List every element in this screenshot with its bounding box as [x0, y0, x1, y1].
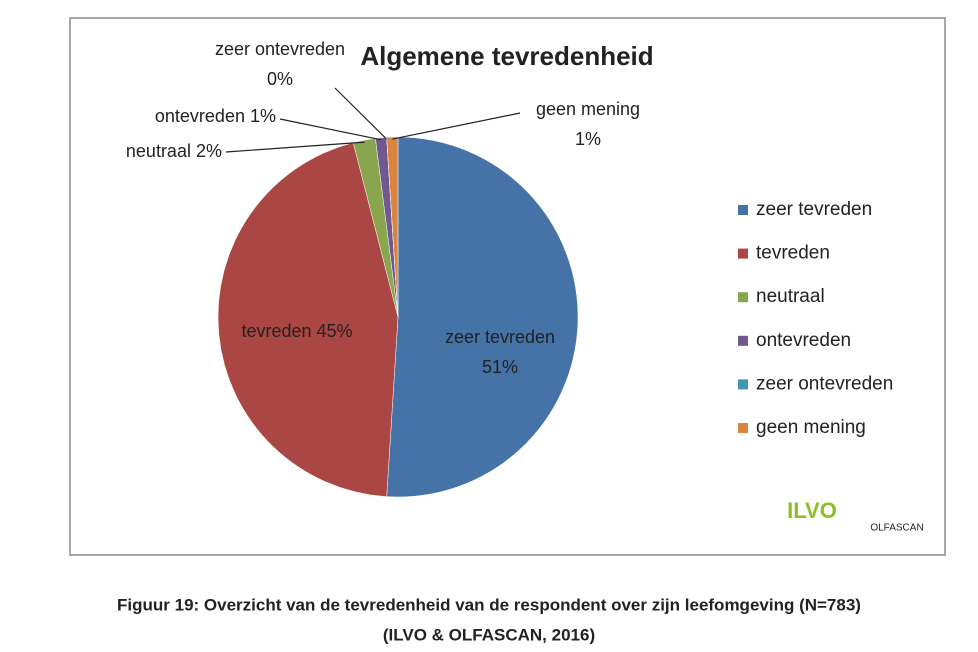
caption: Figuur 19: Overzicht van de tevredenheid… — [117, 595, 861, 614]
legend-label: zeer ontevreden — [756, 373, 893, 394]
leader-line — [279, 118, 382, 141]
data-label: geen mening — [536, 99, 640, 119]
data-label-category: tevreden — [241, 321, 311, 341]
pie-slice — [386, 136, 579, 498]
legend-label: geen mening — [756, 417, 866, 438]
pie-slice — [386, 136, 399, 318]
data-label: 1% — [575, 129, 601, 149]
data-label: ontevreden 1% — [155, 106, 276, 126]
legend-swatch — [738, 379, 748, 390]
legend-label: tevreden — [756, 243, 830, 264]
legend-label: zeer tevreden — [756, 199, 872, 220]
logo: OLFASCAN — [870, 523, 923, 534]
leader-line — [392, 112, 521, 140]
data-label: zeer tevreden — [445, 327, 555, 347]
data-label: tevreden 45% — [241, 321, 352, 341]
pie-slice — [217, 142, 399, 497]
caption: (ILVO & OLFASCAN, 2016) — [383, 625, 595, 644]
legend-label: neutraal — [756, 286, 825, 307]
legend-label: ontevreden — [756, 330, 851, 351]
legend-swatch — [738, 205, 748, 215]
data-label-value: 45% — [317, 321, 353, 341]
data-label: zeer ontevreden — [215, 39, 345, 59]
leader-line — [225, 141, 365, 153]
legend-swatch — [738, 292, 748, 303]
data-label-value: 1% — [250, 106, 276, 126]
data-label-value: 2% — [196, 141, 222, 161]
legend-swatch — [738, 423, 748, 433]
chart-title: Algemene tevredenheid — [360, 41, 653, 71]
data-label: 51% — [482, 357, 518, 377]
logo: ILVO — [787, 498, 837, 523]
data-label-category: ontevreden — [155, 106, 245, 126]
legend-swatch — [738, 335, 748, 346]
data-label-category: neutraal — [126, 141, 191, 161]
leader-line — [334, 87, 388, 140]
data-label: neutraal 2% — [126, 141, 222, 161]
legend-swatch — [738, 248, 748, 259]
data-label: 0% — [267, 69, 293, 89]
